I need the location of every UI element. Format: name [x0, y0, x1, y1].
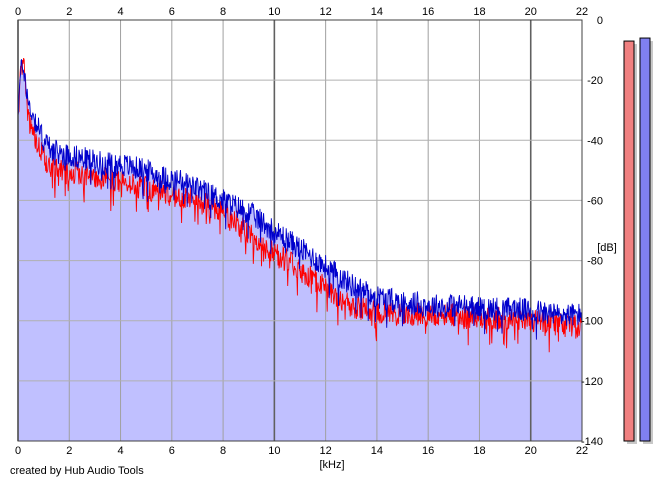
y-tick-label: -100	[581, 316, 603, 328]
x-tick-label-bottom: 12	[320, 445, 332, 457]
x-tick-label-top: 10	[268, 6, 280, 18]
x-tick-label-bottom: 2	[66, 445, 72, 457]
x-tick-label-top: 12	[320, 6, 332, 18]
x-tick-label-top: 4	[117, 6, 123, 18]
spectrum-fill-layer	[18, 59, 582, 442]
y-tick-label: -140	[581, 436, 603, 448]
x-axis-label: [kHz]	[319, 459, 344, 471]
x-tick-label-top: 18	[473, 6, 485, 18]
x-tick-label-bottom: 8	[220, 445, 226, 457]
x-tick-label-top: 16	[422, 6, 434, 18]
x-tick-label-bottom: 6	[169, 445, 175, 457]
spectrum-fill-area	[18, 59, 582, 442]
y-tick-label: -40	[587, 135, 603, 147]
x-tick-label-bottom: 4	[117, 445, 123, 457]
x-tick-label-bottom: 20	[525, 445, 537, 457]
x-tick-label-top: 8	[220, 6, 226, 18]
series-line-blue	[17, 59, 583, 340]
y-tick-label: 0	[597, 15, 603, 27]
level-meter-left	[623, 40, 635, 442]
x-tick-label-bottom: 0	[15, 445, 21, 457]
x-tick-label-bottom: 18	[473, 445, 485, 457]
level-meter-right	[639, 37, 651, 442]
x-tick-label-top: 20	[525, 6, 537, 18]
y-tick-labels: 0 -20 -40 -60 -80 -100 -120 -140	[581, 15, 603, 448]
plot-border	[17, 19, 583, 442]
y-axis-label: [dB]	[597, 242, 617, 254]
x-tick-label-top: 22	[576, 6, 588, 18]
x-tick-label-top: 0	[15, 6, 21, 18]
x-tick-label-bottom: 22	[576, 445, 588, 457]
x-tick-label-top: 14	[371, 6, 383, 18]
y-tick-label: -120	[581, 376, 603, 388]
x-tick-label-bottom: 10	[268, 445, 280, 457]
x-tick-labels-bottom: 0 2 4 6 8 10 12 14 16 18 20 22	[15, 445, 588, 457]
x-tick-label-bottom: 14	[371, 445, 383, 457]
y-tick-label: -80	[587, 256, 603, 268]
plot-frame	[17, 19, 583, 442]
spectrum-line-layer	[17, 57, 583, 353]
x-tick-label-top: 6	[169, 6, 175, 18]
y-tick-label: -60	[587, 195, 603, 207]
x-tick-label-bottom: 16	[422, 445, 434, 457]
level-meters	[623, 37, 653, 445]
y-tick-label: -20	[587, 75, 603, 87]
x-tick-label-top: 2	[66, 6, 72, 18]
x-tick-labels-top: 0 2 4 6 8 10 12 14 16 18 20 22	[15, 6, 588, 18]
credit-text: created by Hub Audio Tools	[10, 465, 144, 477]
